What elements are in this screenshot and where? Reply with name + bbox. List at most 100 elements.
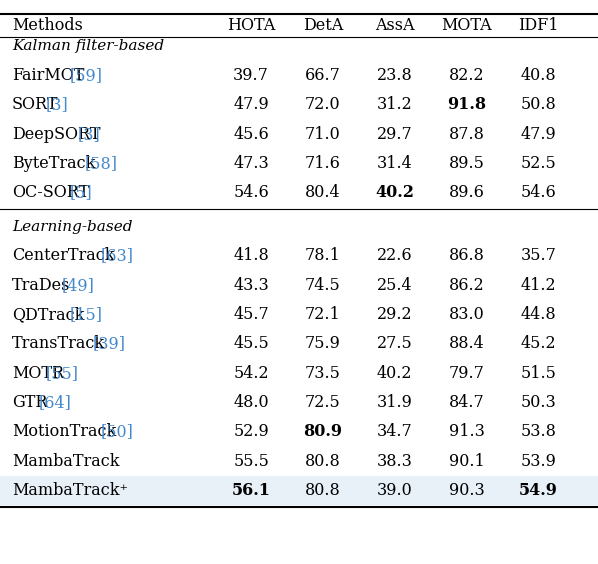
Text: [3]: [3] <box>77 126 100 143</box>
FancyBboxPatch shape <box>0 477 598 505</box>
Text: MambaTrack: MambaTrack <box>12 453 120 470</box>
Text: 23.8: 23.8 <box>377 67 413 84</box>
Text: 27.5: 27.5 <box>377 336 413 352</box>
Text: 40.8: 40.8 <box>520 67 556 84</box>
Text: 89.6: 89.6 <box>448 184 484 201</box>
Text: MotionTrack: MotionTrack <box>12 424 116 440</box>
Text: QDTrack: QDTrack <box>12 306 84 323</box>
Text: 45.2: 45.2 <box>520 336 556 352</box>
Text: 82.2: 82.2 <box>448 67 484 84</box>
Text: 52.5: 52.5 <box>520 155 556 172</box>
Text: 38.3: 38.3 <box>377 453 413 470</box>
Text: Learning-based: Learning-based <box>12 219 133 233</box>
Text: 45.7: 45.7 <box>233 306 269 323</box>
Text: CenterTrack: CenterTrack <box>12 248 114 265</box>
Text: 73.5: 73.5 <box>305 365 341 382</box>
Text: 88.4: 88.4 <box>448 336 484 352</box>
Text: 47.3: 47.3 <box>233 155 269 172</box>
Text: 56.1: 56.1 <box>231 482 271 499</box>
Text: 54.9: 54.9 <box>518 482 558 499</box>
Text: 51.5: 51.5 <box>520 365 556 382</box>
Text: [3]: [3] <box>46 96 69 113</box>
Text: 47.9: 47.9 <box>520 126 556 143</box>
Text: [39]: [39] <box>93 336 126 352</box>
Text: 86.2: 86.2 <box>448 277 484 294</box>
Text: TransTrack: TransTrack <box>12 336 105 352</box>
Text: 47.9: 47.9 <box>233 96 269 113</box>
Text: 44.8: 44.8 <box>520 306 556 323</box>
Text: [49]: [49] <box>62 277 94 294</box>
Text: 55.5: 55.5 <box>233 453 269 470</box>
Text: 54.6: 54.6 <box>520 184 556 201</box>
Text: 41.8: 41.8 <box>233 248 269 265</box>
Text: 90.3: 90.3 <box>448 482 484 499</box>
Text: 54.2: 54.2 <box>233 365 269 382</box>
Text: DetA: DetA <box>303 17 343 34</box>
Text: 80.9: 80.9 <box>303 424 343 440</box>
Text: DeepSORT: DeepSORT <box>12 126 100 143</box>
Text: 35.7: 35.7 <box>520 248 556 265</box>
Text: [50]: [50] <box>100 424 133 440</box>
Text: Methods: Methods <box>12 17 83 34</box>
Text: 75.9: 75.9 <box>305 336 341 352</box>
Text: 78.1: 78.1 <box>305 248 341 265</box>
Text: 90.1: 90.1 <box>448 453 484 470</box>
Text: 22.6: 22.6 <box>377 248 413 265</box>
Text: 50.8: 50.8 <box>520 96 556 113</box>
Text: 43.3: 43.3 <box>233 277 269 294</box>
Text: 52.9: 52.9 <box>233 424 269 440</box>
Text: 79.7: 79.7 <box>448 365 484 382</box>
Text: 74.5: 74.5 <box>305 277 341 294</box>
Text: 72.0: 72.0 <box>305 96 341 113</box>
Text: 80.8: 80.8 <box>305 453 341 470</box>
Text: 54.6: 54.6 <box>233 184 269 201</box>
Text: OC-SORT: OC-SORT <box>12 184 89 201</box>
Text: [58]: [58] <box>85 155 118 172</box>
Text: 91.3: 91.3 <box>448 424 484 440</box>
Text: 29.7: 29.7 <box>377 126 413 143</box>
Text: 53.8: 53.8 <box>520 424 556 440</box>
Text: 45.6: 45.6 <box>233 126 269 143</box>
Text: [59]: [59] <box>69 67 102 84</box>
Text: ByteTrack: ByteTrack <box>12 155 95 172</box>
Text: [55]: [55] <box>46 365 79 382</box>
Text: 40.2: 40.2 <box>375 184 414 201</box>
Text: 71.0: 71.0 <box>305 126 341 143</box>
Text: MambaTrack⁺: MambaTrack⁺ <box>12 482 128 499</box>
Text: FairMOT: FairMOT <box>12 67 84 84</box>
Text: 31.4: 31.4 <box>377 155 413 172</box>
Text: 40.2: 40.2 <box>377 365 413 382</box>
Text: IDF1: IDF1 <box>518 17 559 34</box>
Text: 89.5: 89.5 <box>448 155 484 172</box>
Text: MOTR: MOTR <box>12 365 64 382</box>
Text: [64]: [64] <box>38 394 71 411</box>
Text: 31.2: 31.2 <box>377 96 413 113</box>
Text: 25.4: 25.4 <box>377 277 413 294</box>
Text: 66.7: 66.7 <box>305 67 341 84</box>
Text: 41.2: 41.2 <box>520 277 556 294</box>
Text: 39.0: 39.0 <box>377 482 413 499</box>
Text: [15]: [15] <box>69 306 102 323</box>
Text: 29.2: 29.2 <box>377 306 413 323</box>
Text: 80.8: 80.8 <box>305 482 341 499</box>
Text: [63]: [63] <box>100 248 133 265</box>
Text: 39.7: 39.7 <box>233 67 269 84</box>
Text: Kalman filter-based: Kalman filter-based <box>12 39 164 53</box>
Text: 71.6: 71.6 <box>305 155 341 172</box>
Text: 50.3: 50.3 <box>520 394 556 411</box>
Text: 45.5: 45.5 <box>233 336 269 352</box>
Text: HOTA: HOTA <box>227 17 275 34</box>
Text: 34.7: 34.7 <box>377 424 413 440</box>
Text: SORT: SORT <box>12 96 59 113</box>
Text: TraDes: TraDes <box>12 277 71 294</box>
Text: 72.1: 72.1 <box>305 306 341 323</box>
Text: 91.8: 91.8 <box>447 96 486 113</box>
Text: 72.5: 72.5 <box>305 394 341 411</box>
Text: 86.8: 86.8 <box>448 248 484 265</box>
Text: 84.7: 84.7 <box>448 394 484 411</box>
Text: 48.0: 48.0 <box>233 394 269 411</box>
Text: 83.0: 83.0 <box>448 306 484 323</box>
Text: MOTA: MOTA <box>441 17 492 34</box>
Text: 80.4: 80.4 <box>305 184 341 201</box>
Text: [5]: [5] <box>69 184 92 201</box>
